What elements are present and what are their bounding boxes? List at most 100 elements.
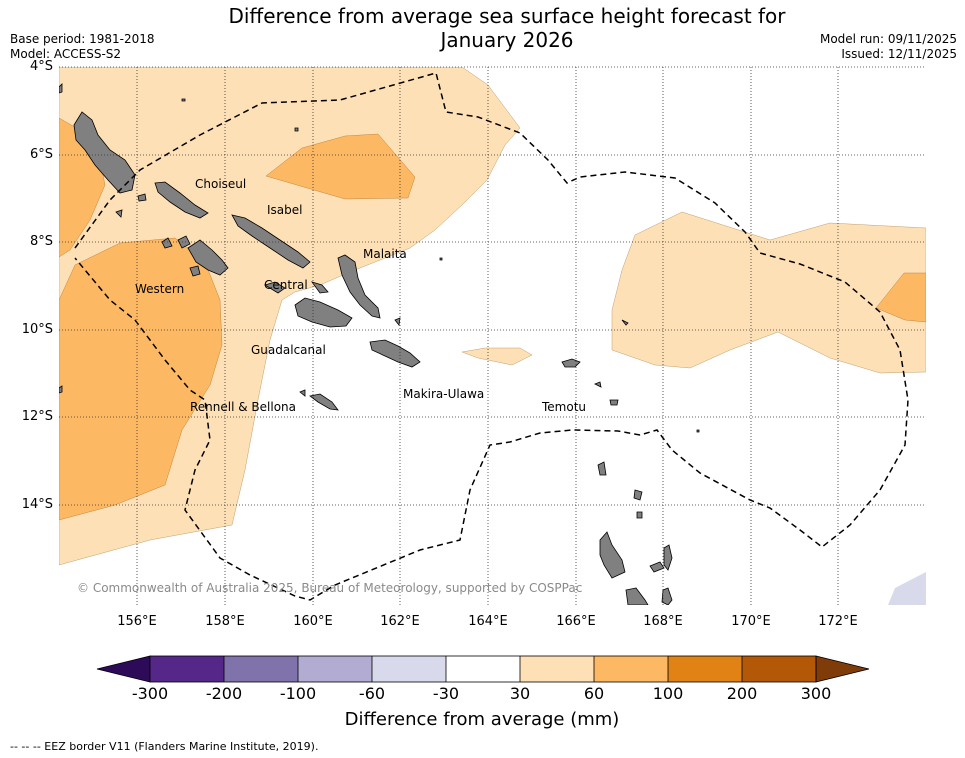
- anomaly-60-100-east: [875, 272, 926, 323]
- colorbar-bin-6: [520, 656, 594, 682]
- region-isabel: Isabel: [267, 203, 302, 217]
- colorbar-bin-3: [298, 656, 372, 682]
- island-central: [264, 281, 286, 294]
- region-choiseul: Choiseul: [195, 177, 246, 191]
- cb-tick-1: -300: [131, 684, 169, 703]
- island-isabel: [231, 214, 311, 269]
- lon-label-162e: 162°E: [380, 614, 420, 629]
- island-ulawa: [394, 317, 401, 326]
- colorbar-bin-2: [224, 656, 298, 682]
- eez-legend: -- -- -- EEZ border V11 (Flanders Marine…: [10, 740, 319, 753]
- cb-tick-4: -60: [358, 684, 386, 703]
- lat-label-6s: 6°S: [29, 147, 53, 162]
- cb-tick-2: -200: [205, 684, 243, 703]
- island-makira: [369, 339, 421, 368]
- island-maewo: [663, 544, 673, 571]
- colorbar-bin-9: [742, 656, 816, 682]
- cb-tick-10: 300: [800, 684, 832, 703]
- issued-date: Issued: 12/11/2025: [841, 47, 957, 61]
- lon-label-172e: 172°E: [818, 614, 858, 629]
- anomaly-30-60-corner: [888, 572, 926, 605]
- islands: [59, 83, 700, 605]
- title-line-1: Difference from average sea surface heig…: [228, 4, 786, 28]
- model-name: Model: ACCESS-S2: [10, 47, 122, 61]
- island-rennell: [309, 393, 339, 411]
- region-central: Central: [264, 278, 308, 292]
- copyright-text: © Commonwealth of Australia 2025, Bureau…: [77, 581, 582, 595]
- lon-label-166e: 166°E: [556, 614, 596, 629]
- island-reef: [594, 381, 602, 388]
- meta-right: Model run: 09/11/2025 Issued: 12/11/2025: [820, 32, 957, 62]
- anomaly-30-60-east: [611, 211, 926, 374]
- lon-label-170e: 170°E: [731, 614, 771, 629]
- island-choiseul: [154, 181, 209, 219]
- colorbar-bin-5: [446, 656, 520, 682]
- island-malekula: [625, 587, 649, 605]
- lon-label-164e: 164°E: [468, 614, 508, 629]
- lon-label-168e: 168°E: [643, 614, 683, 629]
- lat-label-10s: 10°S: [21, 322, 53, 337]
- cb-tick-8: 100: [652, 684, 684, 703]
- island-nz-west: [59, 385, 63, 394]
- lat-label-8s: 8°S: [29, 234, 53, 249]
- island-kolombangara: [177, 235, 191, 249]
- island-torres-1: [633, 489, 643, 501]
- region-rennell-bellona: Rennell & Bellona: [190, 400, 296, 414]
- anomaly-60-100-west: [59, 237, 223, 521]
- island-buka: [59, 83, 63, 94]
- island-guadalcanal: [294, 297, 353, 328]
- lat-label-4s: 4°S: [29, 59, 53, 74]
- base-period: Base period: 1981-2018: [10, 32, 155, 46]
- colorbar-bin-1: [150, 656, 224, 682]
- island-malaita: [337, 254, 381, 319]
- region-temotu: Temotu: [541, 400, 586, 414]
- colorbar-bin-7: [594, 656, 668, 682]
- island-vella: [161, 237, 173, 249]
- island-shortland: [137, 193, 147, 202]
- region-malaita: Malaita: [363, 247, 407, 261]
- island-vanikoro: [597, 461, 607, 476]
- cb-tick-9: 200: [726, 684, 758, 703]
- cb-tick-7: 60: [583, 684, 605, 703]
- island-new-georgia: [187, 239, 229, 276]
- colorbar-extend-high: [815, 655, 870, 683]
- cb-tick-6: 30: [509, 684, 531, 703]
- chart-title: Difference from average sea surface heig…: [0, 4, 965, 52]
- island-dots: [181, 98, 700, 433]
- island-small-w: [115, 209, 123, 218]
- island-ndeni: [561, 358, 581, 368]
- island-utupua: [609, 399, 619, 406]
- island-ambae: [649, 561, 665, 573]
- gridlines: [59, 66, 926, 605]
- island-central-2: [310, 281, 329, 294]
- model-run: Model run: 09/11/2025: [819, 32, 957, 46]
- colorbar-bin-4: [372, 656, 446, 682]
- lat-label-14s: 14°S: [21, 497, 53, 512]
- region-guadalcanal: Guadalcanal: [251, 343, 326, 357]
- cb-tick-3: -100: [279, 684, 317, 703]
- lon-label-158e: 158°E: [205, 614, 245, 629]
- cb-tick-5: -30: [432, 684, 460, 703]
- island-bougainville: [73, 111, 136, 194]
- island-pentecost: [661, 587, 673, 605]
- anomaly-30-60-patch: [461, 347, 533, 366]
- island-bellona: [299, 389, 306, 397]
- island-espiritu-santo: [599, 531, 626, 579]
- lon-label-156e: 156°E: [117, 614, 157, 629]
- meta-left: Base period: 1981-2018 Model: ACCESS-S2: [10, 32, 155, 62]
- lat-label-12s: 12°S: [21, 409, 53, 424]
- title-line-2: January 2026: [440, 28, 574, 52]
- lon-label-160e: 160°E: [293, 614, 333, 629]
- colorbar-extend-low: [96, 655, 151, 683]
- colorbar-title: Difference from average (mm): [344, 709, 620, 730]
- island-torres-2: [636, 511, 643, 519]
- anomaly-60-100-north: [265, 133, 416, 200]
- colorbar-bin-8: [668, 656, 742, 682]
- region-western: Western: [135, 282, 184, 296]
- region-makira-ulawa: Makira-Ulawa: [403, 387, 484, 401]
- island-reef-2: [621, 319, 629, 326]
- colorbar: [96, 655, 870, 683]
- eez-border: [74, 72, 909, 601]
- island-rendova: [189, 265, 201, 277]
